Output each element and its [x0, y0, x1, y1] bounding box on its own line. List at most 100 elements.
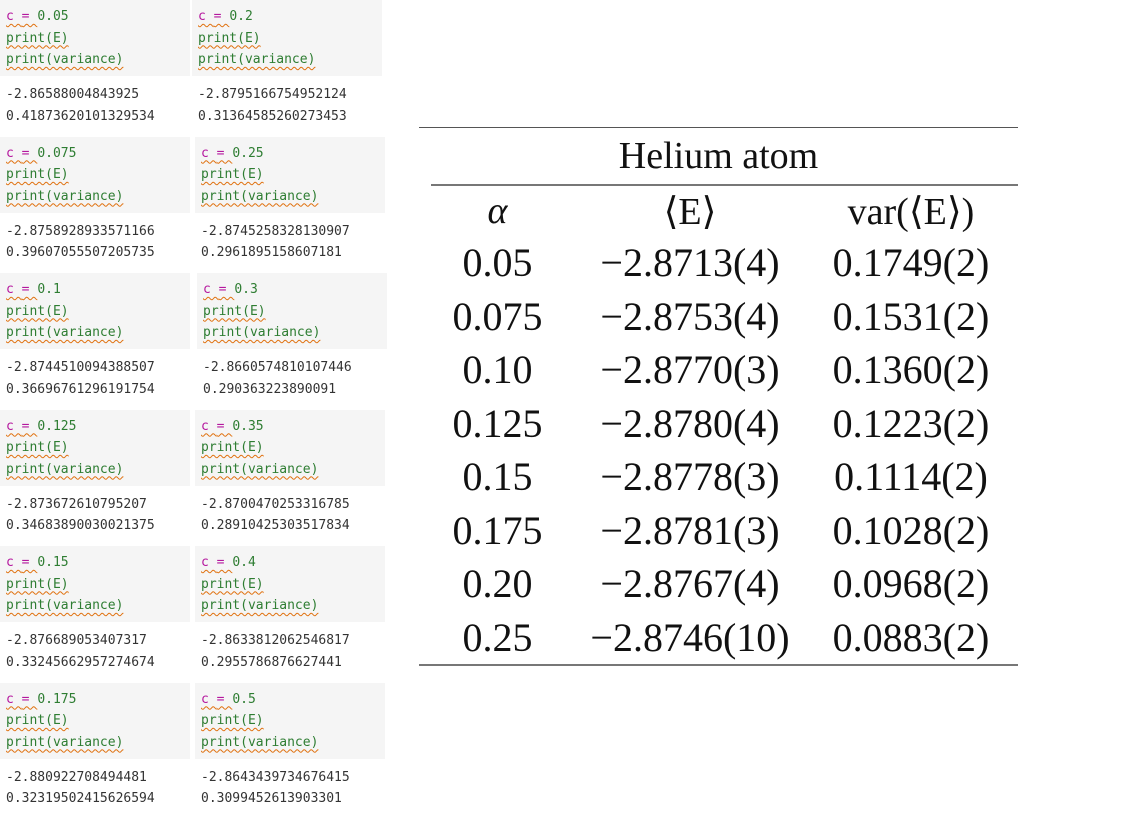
code-input[interactable]: c = 0.075 print(E) print(variance) — [0, 136, 190, 213]
code-line-assign: c = 0.175 — [6, 689, 190, 711]
output-variance: 0.3099452613903301 — [201, 791, 342, 806]
code-input[interactable]: c = 0.05 print(E) print(variance) — [0, 0, 190, 76]
c-value: 0.05 — [37, 9, 69, 24]
notebook-cell[interactable]: c = 0.4 print(E) print(variance) -2.8633812… — [195, 546, 385, 673]
table-top-rule — [419, 127, 1018, 128]
code-line-print-variance: print(variance) — [6, 598, 124, 613]
notebook-cell[interactable]: c = 0.05 print(E) print(variance) -2.865880… — [0, 0, 190, 127]
code-line-print-variance: print(variance) — [203, 325, 321, 340]
c-value: 0.15 — [37, 555, 69, 570]
variable-c: c — [201, 555, 217, 570]
table-header-row: α ⟨E⟩ var(⟨E⟩) — [419, 186, 1018, 236]
output-energy: -2.876689053407317 — [6, 633, 147, 648]
code-line-print-variance: print(variance) — [6, 188, 124, 204]
cell-output: -2.86588004843925 0.41873620101329534 — [0, 76, 190, 127]
code-input[interactable]: c = 0.1 print(E) print(variance) — [0, 273, 190, 349]
cell-output: -2.8700470253316785 0.28910425303517834 — [195, 486, 385, 537]
notebook-cell[interactable]: c = 0.125 print(E) print(variance) -2.87367… — [0, 409, 190, 537]
assign-operator: = — [216, 418, 233, 434]
table-row: 0.10 −2.8770(3) 0.1360(2) — [419, 343, 1018, 397]
cell-output: -2.8745258328130907 0.2961895158607181 — [195, 213, 385, 264]
code-line-print-e: print(E) — [198, 30, 261, 46]
code-input[interactable]: c = 0.15 print(E) print(variance) — [0, 546, 190, 622]
c-value: 0.175 — [37, 691, 77, 707]
notebook-cell[interactable]: c = 0.5 print(E) print(variance) -2.8643439… — [195, 682, 385, 810]
code-line-print-e: print(E) — [201, 713, 264, 728]
assign-operator: = — [21, 418, 38, 434]
assign-operator: = — [21, 282, 38, 297]
output-energy: -2.8643439734676415 — [201, 769, 350, 785]
notebook-cell[interactable]: c = 0.1 print(E) print(variance) -2.8744510… — [0, 273, 190, 400]
code-line-assign: c = 0.3 — [203, 279, 387, 301]
code-line-assign: c = 0.5 — [201, 689, 385, 711]
cell-variance: 0.1028(2) — [832, 507, 990, 553]
cell-output: -2.8643439734676415 0.3099452613903301 — [195, 759, 385, 810]
code-line-assign: c = 0.05 — [6, 6, 190, 28]
notebook-cell[interactable]: c = 0.175 print(E) print(variance) -2.88092… — [0, 682, 190, 810]
notebook-cell[interactable]: c = 0.35 print(E) print(variance) -2.870047… — [195, 409, 385, 537]
code-input[interactable]: c = 0.25 print(E) print(variance) — [195, 136, 385, 213]
output-energy: -2.8633812062546817 — [201, 633, 350, 648]
cell-output: -2.8660574810107446 0.290363223890091 — [197, 349, 387, 400]
code-input[interactable]: c = 0.35 print(E) print(variance) — [195, 409, 385, 486]
cell-variance: 0.1360(2) — [832, 347, 990, 393]
table-title: Helium atom — [618, 135, 819, 177]
variable-c: c — [198, 9, 214, 24]
output-variance: 0.32319502415626594 — [6, 791, 155, 806]
code-line-print-variance: print(variance) — [198, 52, 316, 67]
notebook-cell[interactable]: c = 0.075 print(E) print(variance) -2.87589… — [0, 136, 190, 264]
code-input[interactable]: c = 0.125 print(E) print(variance) — [0, 409, 190, 486]
notebook-cell[interactable]: c = 0.25 print(E) print(variance) -2.874525… — [195, 136, 385, 264]
variable-c: c — [6, 418, 22, 434]
assign-operator: = — [21, 145, 38, 161]
table-row: 0.25 −2.8746(10) 0.0883(2) — [419, 611, 1018, 665]
variable-c: c — [6, 555, 22, 570]
code-input[interactable]: c = 0.5 print(E) print(variance) — [195, 682, 385, 759]
cell-output: -2.873672610795207 0.34683890030021375 — [0, 486, 190, 537]
code-line-print-variance: print(variance) — [201, 461, 319, 477]
output-variance: 0.41873620101329534 — [6, 108, 155, 124]
code-input[interactable]: c = 0.4 print(E) print(variance) — [195, 546, 385, 622]
code-line-assign: c = 0.15 — [6, 552, 190, 574]
code-line-print-variance: print(variance) — [6, 461, 124, 477]
notebook-cell[interactable]: c = 0.2 print(E) print(variance) -2.8795166… — [192, 0, 382, 127]
assign-operator: = — [216, 145, 233, 161]
c-value: 0.2 — [229, 9, 253, 24]
output-variance: 0.31364585260273453 — [198, 108, 347, 124]
notebook-cell[interactable]: c = 0.15 print(E) print(variance) -2.876689… — [0, 546, 190, 673]
assign-operator: = — [21, 9, 38, 24]
cell-variance: 0.1749(2) — [832, 240, 990, 286]
table-title-rule — [431, 184, 1018, 186]
cell-alpha: 0.25 — [462, 614, 533, 660]
code-line-print-variance: print(variance) — [201, 734, 319, 750]
cell-alpha: 0.05 — [462, 240, 533, 286]
code-line-print-e: print(E) — [6, 713, 69, 728]
c-value: 0.075 — [37, 145, 77, 161]
cell-variance: 0.1114(2) — [834, 454, 988, 500]
output-energy: -2.873672610795207 — [6, 496, 147, 512]
code-line-print-e: print(E) — [6, 576, 69, 592]
variable-c: c — [201, 691, 217, 707]
cell-alpha: 0.15 — [462, 454, 533, 500]
cell-energy: −2.8753(4) — [600, 293, 780, 339]
variable-c: c — [6, 9, 22, 24]
variable-c: c — [201, 145, 217, 161]
code-input[interactable]: c = 0.2 print(E) print(variance) — [192, 0, 382, 76]
table-row: 0.05 −2.8713(4) 0.1749(2) — [419, 236, 1018, 290]
notebook-cell[interactable]: c = 0.3 print(E) print(variance) -2.8660574… — [197, 273, 387, 400]
output-energy: -2.880922708494481 — [6, 769, 147, 785]
assign-operator: = — [21, 555, 38, 570]
code-line-assign: c = 0.1 — [6, 279, 190, 301]
code-line-print-e: print(E) — [6, 167, 69, 182]
code-input[interactable]: c = 0.3 print(E) print(variance) — [197, 273, 387, 349]
code-line-print-e: print(E) — [6, 303, 69, 319]
cell-variance: 0.0968(2) — [832, 561, 990, 607]
output-energy: -2.8745258328130907 — [201, 223, 350, 239]
table-row: 0.20 −2.8767(4) 0.0968(2) — [419, 557, 1018, 611]
c-value: 0.4 — [232, 555, 256, 570]
code-input[interactable]: c = 0.175 print(E) print(variance) — [0, 682, 190, 759]
variable-c: c — [201, 418, 217, 434]
c-value: 0.35 — [232, 418, 264, 434]
table-row: 0.15 −2.8778(3) 0.1114(2) — [419, 450, 1018, 504]
cell-energy: −2.8780(4) — [600, 400, 780, 446]
